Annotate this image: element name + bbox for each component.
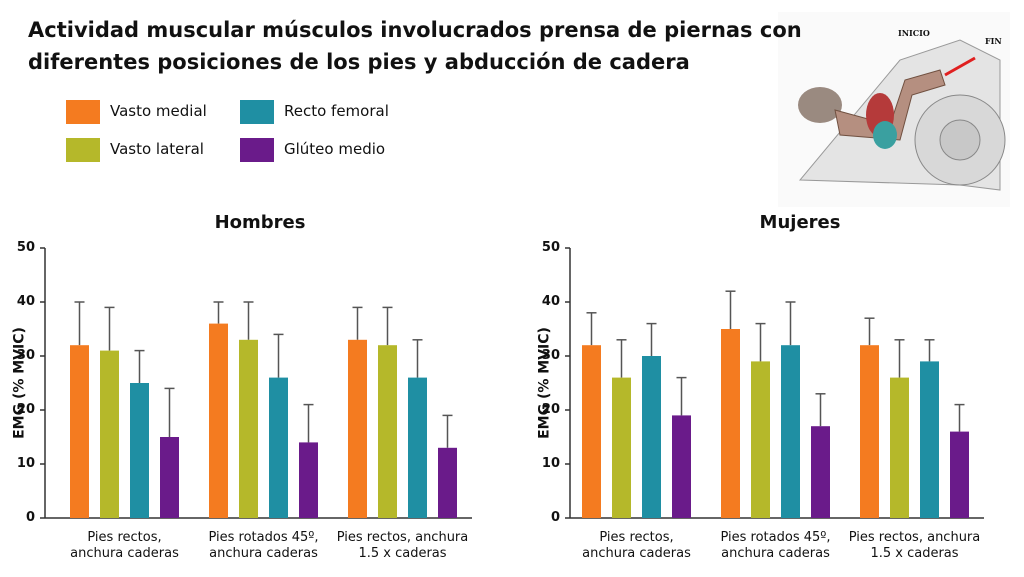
bar [70, 345, 89, 518]
bar [130, 383, 149, 518]
bar [299, 442, 318, 518]
bar [209, 323, 228, 518]
legend-label: Vasto lateral [110, 140, 204, 158]
bar [269, 377, 288, 518]
y-axis-label: EMG (% MVIC) [536, 327, 553, 439]
bar [751, 361, 770, 518]
x-tick-label: Pies rectos, anchura 1.5 x caderas [336, 530, 469, 562]
legend-swatch [240, 100, 274, 124]
x-tick-label: Pies rotados 45º, anchura caderas [208, 530, 319, 562]
legend-label: Glúteo medio [284, 140, 386, 158]
x-tick-label: Pies rotados 45º, anchura caderas [720, 530, 831, 562]
x-tick-label: Pies rectos, anchura 1.5 x caderas [848, 530, 981, 562]
subplot-title: Hombres [214, 212, 306, 233]
bar [160, 437, 179, 518]
bar [890, 377, 909, 518]
bar [672, 415, 691, 518]
bar [612, 377, 631, 518]
y-tick-label: 10 [541, 455, 560, 471]
title: Actividad muscular músculos involucrados… [28, 18, 802, 74]
y-tick-label: 20 [541, 401, 560, 417]
bar [408, 377, 427, 518]
bar [920, 361, 939, 518]
y-tick-label: 20 [16, 401, 35, 417]
y-tick-label: 30 [16, 347, 35, 363]
bar [642, 356, 661, 518]
legend-swatch [240, 138, 274, 162]
bar [378, 345, 397, 518]
y-tick-label: 40 [541, 293, 560, 309]
body [834, 69, 946, 141]
y-tick-label: 0 [550, 509, 560, 525]
y-tick-label: 40 [16, 293, 35, 309]
head [798, 87, 842, 123]
bar [950, 431, 969, 518]
illustration-label: INICIO [898, 28, 930, 38]
bar [239, 339, 258, 518]
x-tick-label: Pies rectos, anchura caderas [582, 530, 691, 562]
y-tick-label: 50 [16, 239, 35, 255]
y-axis-label: EMG (% MVIC) [11, 327, 28, 439]
weight-hub [939, 119, 981, 161]
y-tick-label: 30 [541, 347, 560, 363]
illustration-label: FIN [985, 36, 1002, 46]
x-tick-label: Pies rectos, anchura caderas [70, 530, 179, 562]
bar [860, 345, 879, 518]
arrow [944, 56, 976, 77]
y-tick-label: 10 [16, 455, 35, 471]
bar [100, 350, 119, 518]
bar [781, 345, 800, 518]
subplot-title: Mujeres [759, 212, 841, 233]
bar [348, 339, 367, 518]
bar [721, 329, 740, 518]
y-tick-label: 0 [25, 509, 35, 525]
y-tick-label: 50 [541, 239, 560, 255]
legend-label: Vasto medial [110, 102, 207, 120]
legend-swatch [66, 138, 100, 162]
illustration [778, 12, 1010, 207]
muscle-teal [873, 121, 897, 149]
legend-swatch [66, 100, 100, 124]
bar [582, 345, 601, 518]
bar [811, 426, 830, 518]
legend-label: Recto femoral [284, 102, 389, 120]
bar [438, 447, 457, 518]
